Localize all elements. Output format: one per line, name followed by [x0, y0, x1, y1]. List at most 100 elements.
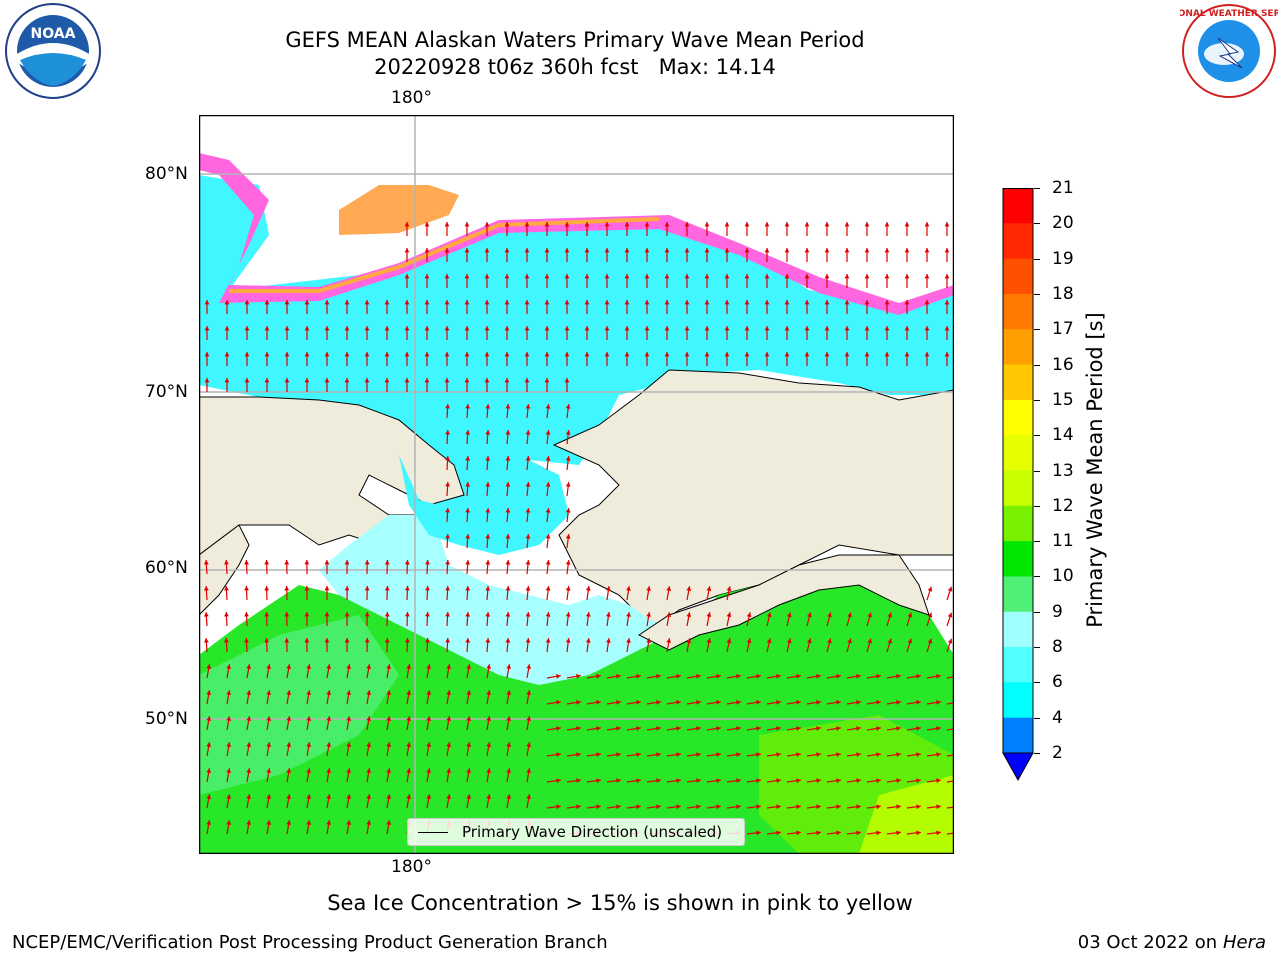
- wave-arrow-head: [816, 752, 821, 757]
- wave-arrow-head: [524, 352, 530, 357]
- colorbar-extend-triangle: [1002, 752, 1034, 782]
- wave-arrow-head: [386, 768, 392, 773]
- wave-arrow-head: [224, 638, 229, 643]
- wave-arrow-head: [486, 768, 492, 773]
- wave-arrow-head: [724, 352, 730, 357]
- wave-arrow-head: [936, 673, 941, 679]
- wave-arrow-head: [386, 716, 392, 721]
- wave-arrow-head: [304, 326, 310, 331]
- wave-arrow-head: [804, 248, 810, 253]
- wave-arrow-head: [203, 612, 209, 617]
- wave-arrow-head: [264, 560, 270, 565]
- wave-arrow-head: [266, 820, 272, 825]
- wave-arrow-head: [616, 673, 621, 679]
- wave-arrow-head: [545, 482, 551, 487]
- wave-arrow-head: [505, 430, 511, 435]
- wave-arrow-head: [876, 752, 881, 757]
- wave-arrow-head: [526, 768, 532, 773]
- wave-arrow-head: [584, 222, 590, 227]
- wave-arrow-head: [916, 752, 921, 757]
- wave-arrow-head: [544, 222, 550, 227]
- wave-arrow-head: [386, 820, 392, 825]
- wave-arrow-head: [306, 794, 312, 799]
- wave-arrow-head: [936, 700, 941, 705]
- wave-arrow-head: [676, 778, 681, 784]
- wave-arrow-head: [504, 248, 510, 253]
- wave-arrow-head: [505, 508, 511, 513]
- wave-arrow-head: [564, 274, 570, 279]
- wave-arrow-head: [364, 612, 370, 617]
- wave-arrow-head: [604, 300, 610, 305]
- wave-arrow-head: [556, 700, 561, 705]
- wave-arrow-head: [286, 794, 292, 799]
- wave-arrow-head: [796, 673, 801, 679]
- wave-arrow-head: [244, 586, 249, 591]
- wave-arrow-head: [326, 794, 332, 799]
- wave-arrow-head: [816, 673, 821, 679]
- colorbar-tick-label: 17: [1052, 319, 1074, 340]
- wave-arrow-head: [724, 248, 730, 253]
- wave-arrow-head: [445, 456, 450, 461]
- wave-arrow-head: [656, 804, 661, 810]
- lat-label-70: 70°N: [145, 382, 188, 402]
- wave-arrow-head: [864, 300, 870, 305]
- svg-text:NOAA: NOAA: [31, 26, 76, 42]
- wave-arrow-head: [626, 612, 631, 617]
- wave-arrow-head: [644, 248, 650, 253]
- wave-arrow-head: [686, 612, 692, 617]
- wave-arrow-head: [596, 726, 601, 731]
- colorbar-segment: [1003, 223, 1033, 260]
- wave-arrow-head: [585, 612, 591, 617]
- wave-arrow-head: [916, 778, 921, 784]
- wave-arrow-head: [324, 352, 330, 357]
- wave-arrow-head: [386, 664, 392, 669]
- wave-arrow-head: [346, 820, 352, 825]
- wave-arrow-head: [445, 638, 450, 643]
- wave-arrow-head: [676, 804, 681, 810]
- wave-arrow-head: [244, 300, 250, 305]
- wave-arrow-head: [706, 638, 712, 644]
- wave-arrow-head: [804, 326, 810, 331]
- wave-arrow-head: [716, 778, 721, 784]
- wave-arrow-head: [664, 300, 670, 305]
- wave-arrow-head: [896, 830, 901, 836]
- wave-arrow-head: [266, 664, 272, 669]
- wave-arrow-head: [206, 820, 212, 825]
- wave-arrow-head: [616, 778, 621, 784]
- wave-arrow-head: [484, 248, 490, 253]
- bottom-longitude-label: 180°: [391, 857, 432, 877]
- colorbar-label: Primary Wave Mean Period [s]: [1083, 312, 1107, 628]
- wave-arrow-head: [445, 404, 450, 409]
- wave-arrow-head: [626, 586, 631, 591]
- noaa-logo: NOAA: [4, 2, 102, 100]
- wave-arrow-head: [704, 248, 710, 253]
- wave-arrow-head: [445, 430, 450, 435]
- colorbar-tick-mark: [1034, 188, 1040, 189]
- wave-arrow-head: [556, 804, 561, 810]
- wave-arrow-head: [424, 300, 430, 305]
- wave-arrow-head: [465, 482, 471, 487]
- wave-arrow-head: [464, 300, 470, 305]
- wave-arrow-head: [286, 716, 292, 721]
- wave-arrow-head: [696, 673, 701, 679]
- wave-arrow-head: [624, 326, 630, 331]
- wave-arrow-head: [564, 326, 570, 331]
- wave-arrow-head: [924, 274, 930, 279]
- wave-arrow-head: [366, 820, 372, 825]
- wave-arrow-head: [364, 352, 370, 357]
- wave-arrow-head: [636, 673, 641, 679]
- wave-arrow-head: [766, 612, 772, 618]
- wave-arrow-head: [776, 700, 781, 705]
- wave-arrow-head: [856, 804, 861, 810]
- wave-arrow-head: [304, 352, 310, 357]
- wave-arrow-head: [756, 752, 761, 757]
- wave-arrow-head: [716, 804, 721, 810]
- wave-arrow-head: [786, 638, 792, 644]
- wave-arrow-head: [364, 300, 370, 305]
- wave-arrow-head: [776, 778, 781, 784]
- sea-ice-note: Sea Ice Concentration > 15% is shown in …: [327, 891, 913, 915]
- wave-arrow-head: [486, 664, 492, 669]
- wave-arrow-head: [204, 378, 210, 383]
- wave-arrow-head: [656, 673, 661, 679]
- wave-arrow-head: [264, 300, 270, 305]
